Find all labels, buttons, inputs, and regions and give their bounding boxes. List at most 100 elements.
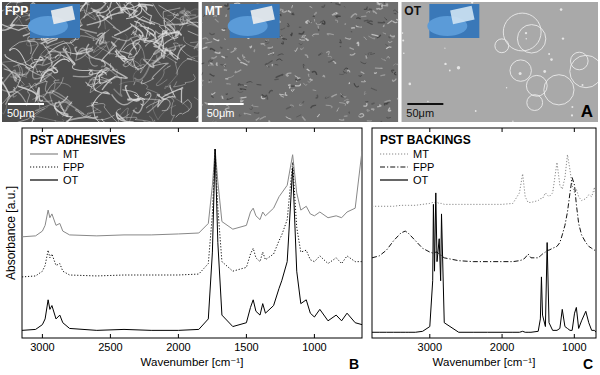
flake [313,34,319,36]
flake [291,33,292,36]
flake [366,11,370,13]
flake [295,84,301,86]
flake [227,98,234,100]
flake [269,91,273,94]
micrograph-ground [2,2,199,122]
surface-dot [457,66,460,69]
flake [332,13,338,15]
flake [286,107,291,109]
panel-letter: A [581,102,593,121]
fibre [112,94,144,113]
flake [280,9,283,11]
legend-label: MT [63,148,79,160]
fibre [88,77,113,85]
scale-bar [8,103,44,105]
flake [372,103,375,104]
flake [276,75,283,78]
flake [364,37,367,40]
flake [356,17,360,19]
flake [301,48,304,50]
flake [363,103,367,106]
inset-tape [450,6,474,24]
flake [275,64,278,66]
flake [220,65,225,67]
fibre [18,86,43,101]
x-tick-top [574,128,575,132]
flake [261,44,265,46]
flake [329,60,335,62]
surface-dot [525,32,527,34]
flake [305,55,308,58]
figure: FPP50μmMT50μmOT50μmA30002500200015001000… [0,0,600,375]
flake [361,72,364,74]
flake [377,4,383,7]
fibre [5,54,43,68]
flake [215,52,220,53]
flake [208,81,211,82]
flake [333,61,336,64]
flake [271,64,273,66]
flake [209,33,214,35]
fibre [100,69,118,79]
surface-ring [526,75,547,96]
flake [339,103,345,106]
fibre [93,10,121,33]
fibre [187,58,199,78]
fibre [115,50,139,70]
x-tick-label: 2500 [98,341,122,353]
flake [235,70,241,73]
flake [303,83,307,85]
flake [310,6,313,8]
flake [354,83,359,87]
flake [329,2,332,3]
flake [314,19,315,21]
flake [386,47,391,49]
surface-dot [475,110,477,112]
flake [378,21,385,23]
flake [373,11,376,14]
x-tick [574,334,575,338]
fibre [194,96,199,108]
flake [387,117,391,118]
flake [238,84,240,86]
x-tick-top [314,128,315,132]
flake [265,61,272,65]
surface-dot [471,2,473,4]
flake [221,96,224,99]
surface-dot [444,63,446,65]
flake [387,57,390,59]
flake [367,120,372,121]
spectra [372,155,596,333]
scale-bar-label: 50μm [207,107,235,119]
flake [318,53,321,55]
flake [389,41,393,43]
flake [213,39,218,41]
surface-dot [582,84,584,86]
x-tick-label: 3000 [30,341,54,353]
flake [312,71,317,74]
fibre [134,45,183,80]
flake [394,13,397,14]
flake [243,55,246,58]
flake [288,85,290,88]
flake [340,46,342,47]
flake [318,26,319,29]
surface-dot [402,32,404,34]
fibre [119,58,144,85]
flake [351,14,357,18]
flake [326,51,329,55]
flake [226,93,228,95]
flake [202,63,205,65]
flake [225,14,227,16]
flake [239,114,241,116]
x-tick [178,334,179,338]
flake [328,56,332,58]
flake [386,3,388,5]
flake [211,120,214,122]
flake [323,75,325,77]
flake [240,96,246,98]
flake [377,35,381,38]
flake [266,39,269,41]
fibre [91,4,106,28]
fibre [122,90,144,100]
